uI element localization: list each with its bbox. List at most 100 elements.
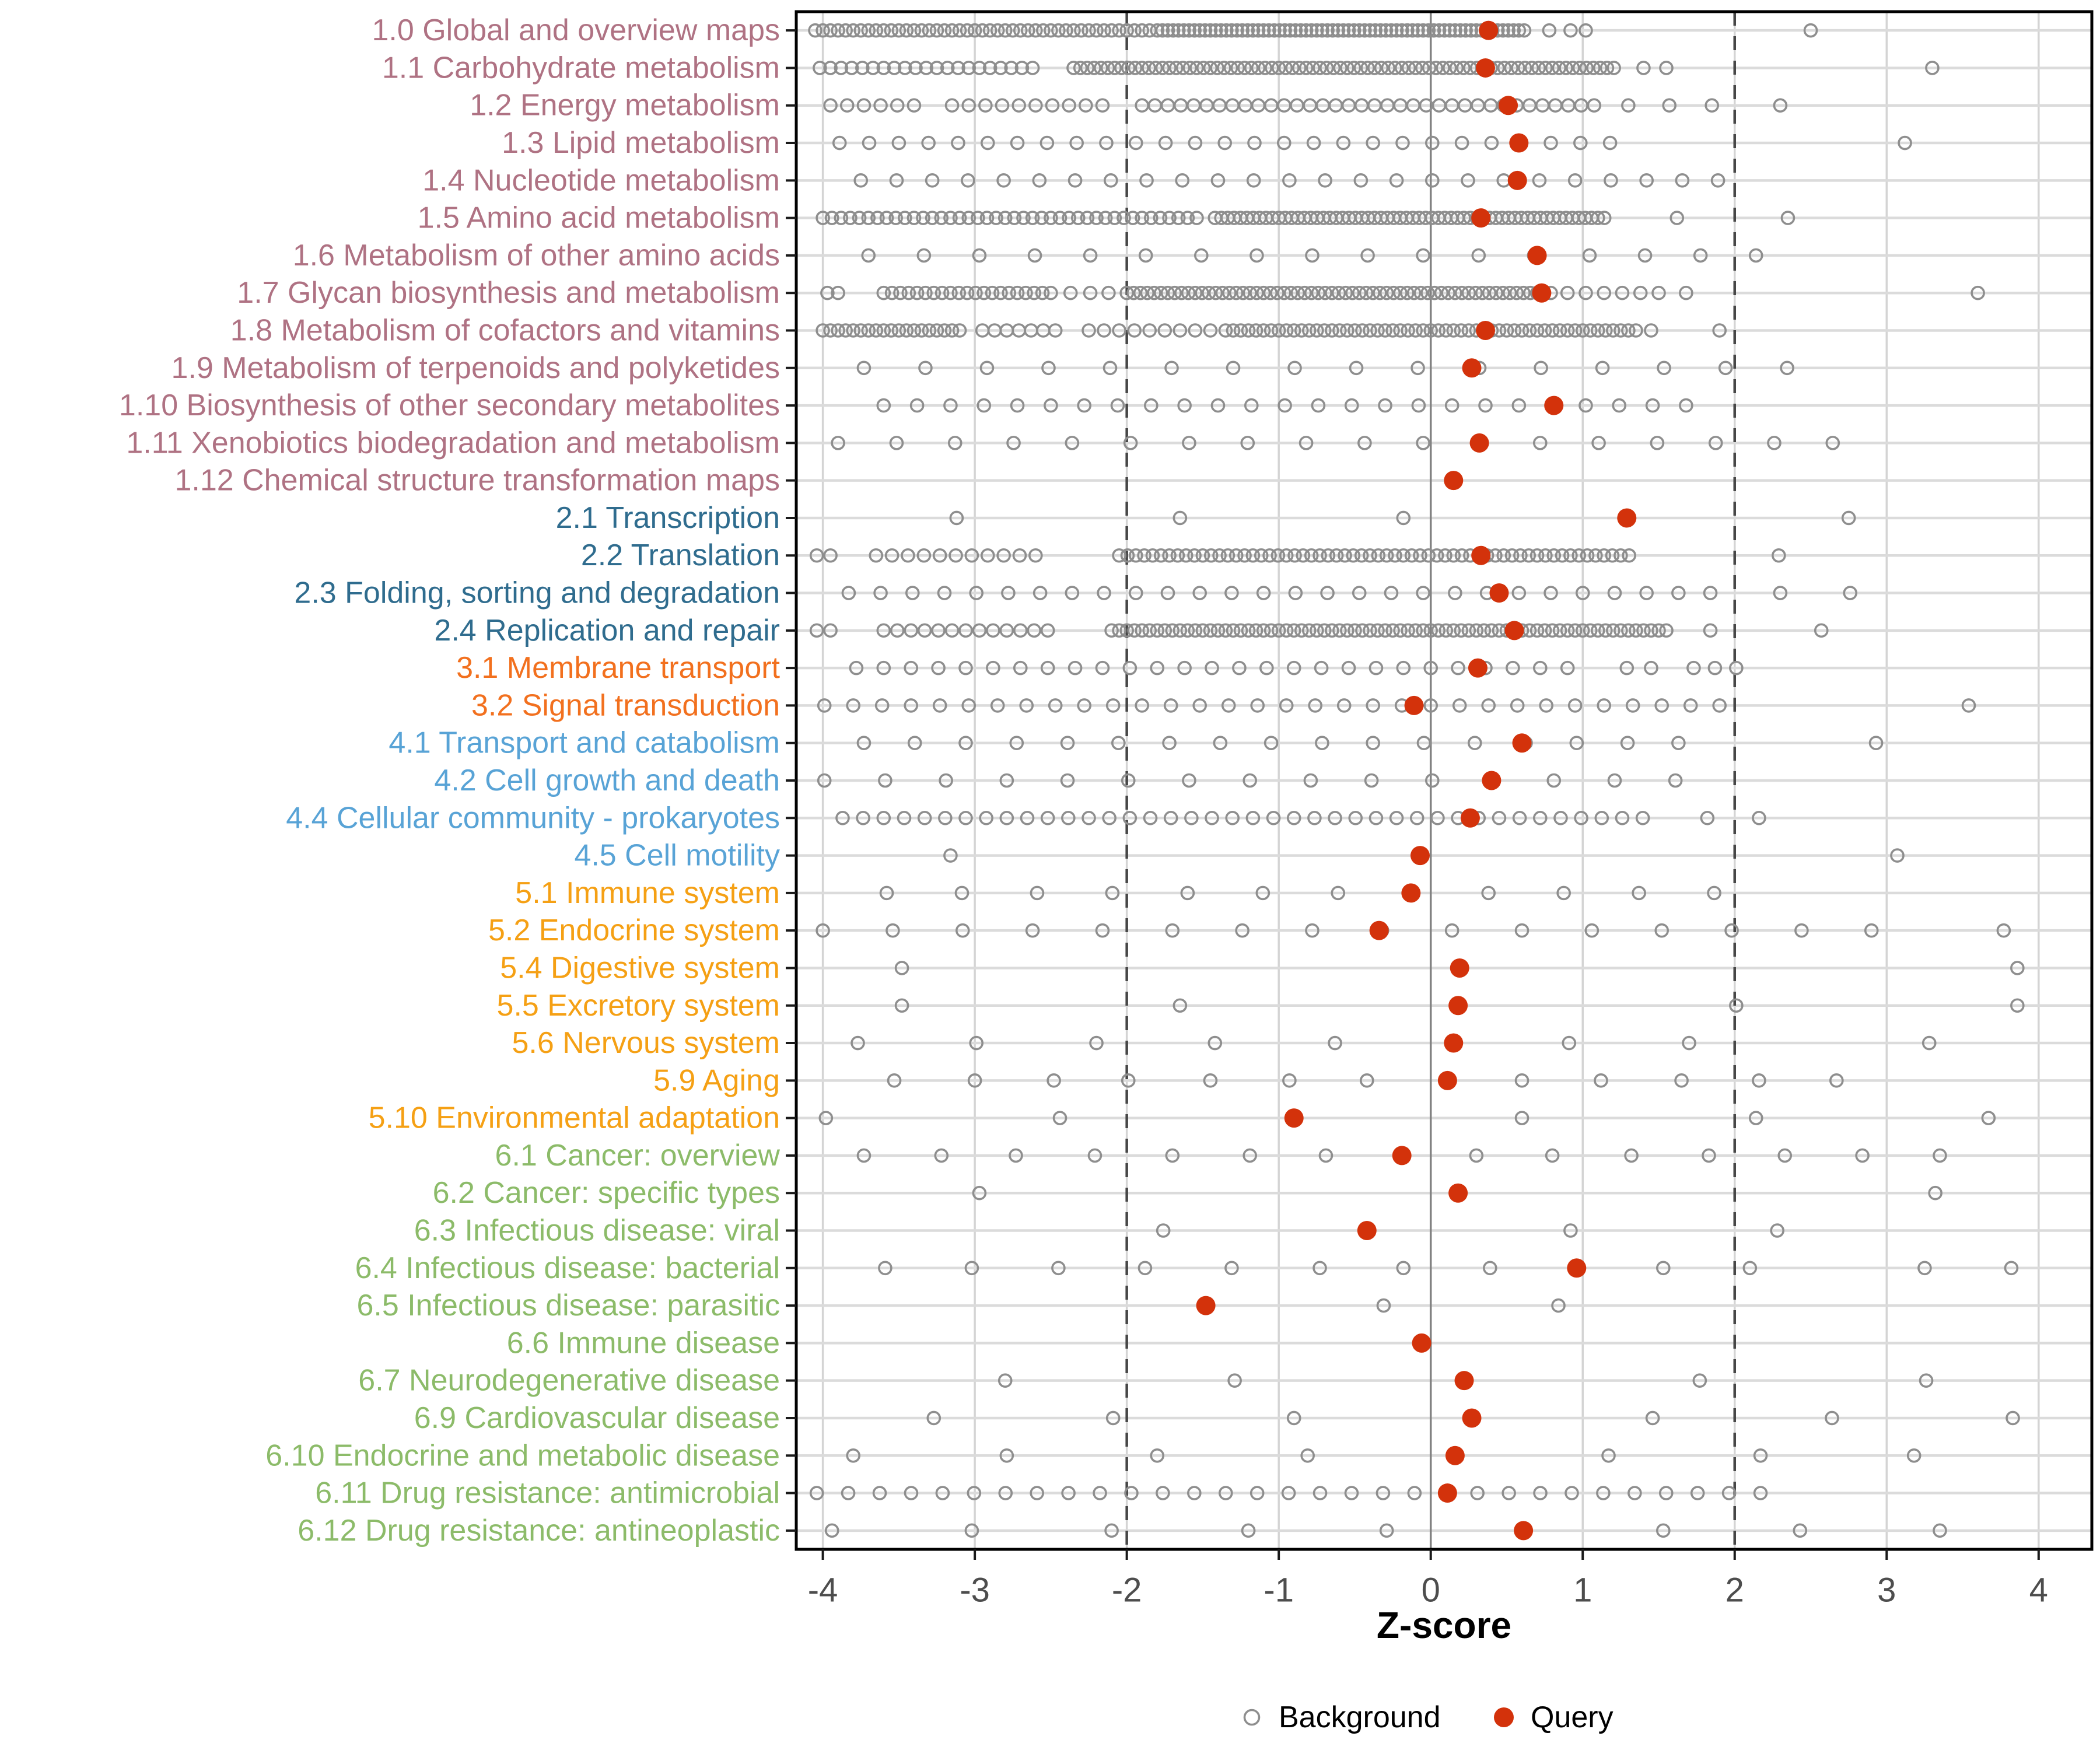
background-point	[1098, 211, 1113, 225]
background-point	[1278, 61, 1293, 75]
background-point	[1511, 586, 1527, 600]
background-point	[1452, 698, 1467, 713]
background-point	[1378, 623, 1392, 638]
background-point	[1415, 61, 1430, 75]
background-point	[831, 436, 845, 450]
background-point	[1401, 323, 1415, 338]
background-point	[1598, 323, 1613, 338]
background-point	[1182, 436, 1196, 450]
background-point	[944, 98, 960, 113]
background-point	[1025, 61, 1040, 75]
background-point	[1373, 23, 1388, 38]
background-point	[980, 135, 995, 150]
background-point	[1448, 285, 1462, 300]
background-point	[1027, 623, 1042, 638]
background-point	[1177, 398, 1192, 413]
background-point	[1441, 285, 1455, 300]
background-point	[964, 1523, 979, 1538]
background-point	[1567, 623, 1583, 638]
background-point	[1270, 285, 1284, 300]
background-point	[1077, 698, 1092, 713]
background-point	[1010, 398, 1025, 413]
background-point	[1563, 23, 1578, 38]
background-point	[979, 211, 995, 225]
background-point	[1575, 323, 1590, 338]
row-label: 1.1 Carbohydrate metabolism	[382, 51, 780, 85]
row-series	[878, 1258, 2019, 1278]
background-point	[1605, 548, 1620, 563]
background-point	[1538, 548, 1553, 563]
background-point	[1184, 810, 1199, 825]
background-point	[1298, 61, 1314, 75]
row-series	[887, 1070, 1844, 1090]
background-point	[1070, 211, 1086, 225]
background-point	[1423, 623, 1438, 638]
background-point	[1341, 23, 1356, 38]
background-point	[1010, 285, 1025, 300]
background-point	[917, 623, 932, 638]
background-point	[1162, 736, 1177, 751]
row-label: 4.2 Cell growth and death	[434, 764, 780, 797]
background-point	[1615, 810, 1630, 825]
background-point	[1226, 323, 1241, 338]
background-point	[1135, 623, 1150, 638]
row-label: 6.9 Cardiovascular disease	[414, 1401, 780, 1435]
background-point	[1563, 548, 1578, 563]
background-point	[1013, 23, 1028, 38]
background-point	[1981, 1111, 1996, 1125]
row-label: 3.1 Membrane transport	[456, 651, 780, 685]
background-point	[1532, 660, 1548, 676]
background-point	[1707, 660, 1723, 676]
background-point	[958, 660, 973, 676]
background-point	[816, 923, 830, 938]
background-point	[1422, 61, 1437, 75]
row-label: 5.4 Digestive system	[500, 951, 780, 985]
x-tick-label: -2	[1112, 1572, 1142, 1609]
background-point	[901, 285, 916, 300]
background-point	[1703, 586, 1718, 600]
background-point	[1300, 1448, 1315, 1463]
background-point	[919, 61, 934, 75]
background-point	[1344, 1486, 1359, 1500]
background-point	[1241, 623, 1256, 638]
background-point	[1512, 810, 1527, 825]
background-point	[1237, 61, 1252, 75]
background-point	[1286, 323, 1301, 338]
background-point	[1552, 61, 1567, 75]
background-point	[1279, 323, 1294, 338]
background-point	[1028, 98, 1043, 113]
background-point	[1564, 1486, 1579, 1500]
background-point	[1301, 623, 1317, 638]
background-point	[1320, 23, 1335, 38]
background-point	[904, 698, 918, 713]
background-point	[853, 173, 869, 188]
background-point	[1545, 61, 1560, 75]
background-point	[1135, 698, 1150, 713]
background-point	[1192, 23, 1208, 38]
background-point	[1841, 510, 1856, 526]
background-point	[878, 773, 892, 788]
background-point	[1890, 848, 1905, 863]
background-point	[1376, 1486, 1391, 1500]
background-point	[922, 23, 937, 38]
background-point	[951, 285, 967, 300]
background-point	[914, 23, 929, 38]
background-point	[1502, 285, 1517, 300]
background-point	[1442, 61, 1457, 75]
background-point	[1153, 548, 1168, 563]
background-point	[889, 436, 904, 450]
background-point	[890, 98, 905, 113]
background-point	[1145, 548, 1160, 563]
background-point	[1629, 623, 1643, 638]
background-point	[1143, 810, 1158, 825]
background-point	[1575, 623, 1590, 638]
background-point	[1137, 548, 1152, 563]
background-point	[1061, 1486, 1076, 1500]
background-point	[1563, 1223, 1578, 1238]
background-point	[1052, 211, 1068, 225]
background-point	[1292, 61, 1307, 75]
query-point	[1437, 1483, 1457, 1503]
row-series	[813, 58, 1940, 78]
background-point	[1319, 61, 1334, 75]
background-point	[1404, 548, 1419, 563]
